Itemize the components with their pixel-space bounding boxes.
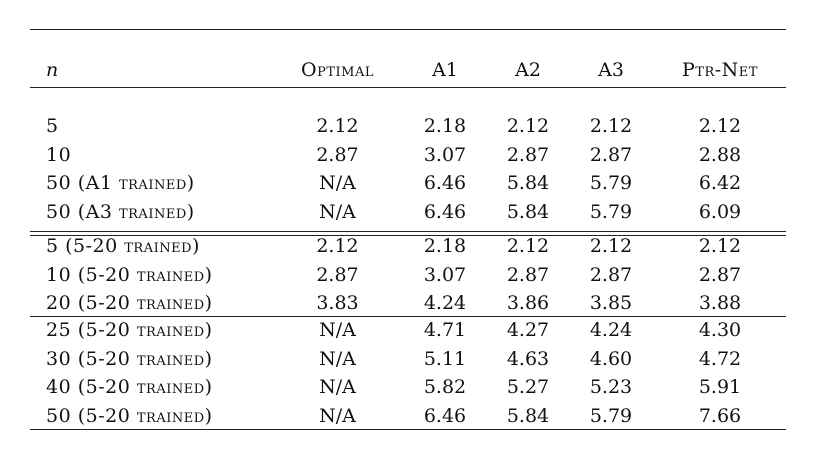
cell-optimal: 2.87 <box>316 263 359 286</box>
cell-optimal: N/A <box>319 347 356 370</box>
cell-a2: 4.27 <box>506 319 550 341</box>
header-a2: A2 <box>515 59 541 81</box>
cell-n: 5 (5-20 trained) <box>46 235 200 257</box>
cell-a1: 4.24 <box>423 292 467 314</box>
header-ptr-net: Ptr-Net <box>682 59 758 81</box>
cell-a3: 5.79 <box>589 404 633 427</box>
group-separator-double-top <box>30 231 786 232</box>
cell-n: 30 (5-20 trained) <box>46 347 213 370</box>
group-separator-rule <box>30 316 786 317</box>
cell-a1: 4.71 <box>423 319 467 341</box>
table-row: 10 (5-20 trained) 2.87 3.07 2.87 2.87 2.87 <box>0 261 814 289</box>
table-row: 5 2.12 2.18 2.12 2.12 2.12 <box>0 112 814 140</box>
cell-a1: 2.18 <box>423 235 467 257</box>
bottom-rule <box>30 429 786 430</box>
cell-a2: 2.12 <box>506 115 550 137</box>
cell-a2: 2.12 <box>506 235 550 257</box>
cell-a2: 3.86 <box>506 292 550 314</box>
cell-n: 50 (A3 trained) <box>46 200 195 223</box>
cell-n: 10 <box>46 143 72 166</box>
cell-optimal: 2.87 <box>316 143 359 166</box>
cell-a1: 6.46 <box>423 200 467 223</box>
cell-n: 5 <box>46 115 59 137</box>
cell-a3: 5.79 <box>589 172 633 194</box>
cell-n: 50 (5-20 trained) <box>46 404 213 427</box>
cell-a1: 3.07 <box>423 143 467 166</box>
cell-a1: 5.11 <box>423 347 467 370</box>
cell-n: 20 (5-20 trained) <box>46 292 213 314</box>
cell-optimal: N/A <box>319 376 356 398</box>
header-a3: A3 <box>598 59 624 81</box>
cell-ptr-net: 4.30 <box>698 319 742 341</box>
table-row: 5 (5-20 trained) 2.12 2.18 2.12 2.12 2.12 <box>0 232 814 260</box>
top-rule <box>30 29 786 30</box>
cell-a1: 5.82 <box>423 376 467 398</box>
cell-a3: 2.87 <box>589 263 633 286</box>
cell-n: 10 (5-20 trained) <box>46 263 213 286</box>
cell-optimal: 2.12 <box>316 235 359 257</box>
cell-n: 25 (5-20 trained) <box>46 319 213 341</box>
table-row: 50 (5-20 trained) N/A 6.46 5.84 5.79 7.66 <box>0 402 814 430</box>
cell-optimal: 3.83 <box>316 292 359 314</box>
cell-a2: 5.27 <box>506 376 550 398</box>
cell-n: 40 (5-20 trained) <box>46 376 213 398</box>
table-row: 30 (5-20 trained) N/A 5.11 4.63 4.60 4.72 <box>0 345 814 373</box>
cell-optimal: N/A <box>319 200 356 223</box>
table-row: 10 2.87 3.07 2.87 2.87 2.88 <box>0 141 814 169</box>
cell-ptr-net: 2.88 <box>698 143 742 166</box>
table-row: 40 (5-20 trained) N/A 5.82 5.27 5.23 5.91 <box>0 373 814 401</box>
table-row: 20 (5-20 trained) 3.83 4.24 3.86 3.85 3.88 <box>0 289 814 317</box>
cell-a3: 3.85 <box>589 292 633 314</box>
header-row: n Optimal A1 A2 A3 Ptr-Net <box>0 56 814 84</box>
cell-a2: 4.63 <box>506 347 550 370</box>
cell-a1: 2.18 <box>423 115 467 137</box>
cell-a2: 2.87 <box>506 263 550 286</box>
cell-a2: 5.84 <box>506 404 550 427</box>
cell-a3: 5.23 <box>589 376 633 398</box>
cell-ptr-net: 7.66 <box>698 404 742 427</box>
cell-a1: 6.46 <box>423 172 467 194</box>
cell-ptr-net: 2.12 <box>698 115 742 137</box>
table-row: 50 (A3 trained) N/A 6.46 5.84 5.79 6.09 <box>0 198 814 226</box>
table-row: 25 (5-20 trained) N/A 4.71 4.27 4.24 4.30 <box>0 316 814 344</box>
cell-a3: 2.87 <box>589 143 633 166</box>
header-optimal: Optimal <box>301 59 374 81</box>
cell-optimal: N/A <box>319 319 356 341</box>
cell-n: 50 (A1 trained) <box>46 172 195 194</box>
cell-ptr-net: 6.09 <box>698 200 742 223</box>
cell-a3: 2.12 <box>589 235 633 257</box>
cell-a3: 4.60 <box>589 347 633 370</box>
cell-a3: 2.12 <box>589 115 633 137</box>
table-row: 50 (A1 trained) N/A 6.46 5.84 5.79 6.42 <box>0 169 814 197</box>
group-separator-double-bottom <box>30 235 786 236</box>
cell-a1: 6.46 <box>423 404 467 427</box>
cell-a2: 5.84 <box>506 172 550 194</box>
cell-ptr-net: 4.72 <box>698 347 742 370</box>
cell-ptr-net: 5.91 <box>698 376 742 398</box>
cell-optimal: N/A <box>319 404 356 427</box>
cell-ptr-net: 3.88 <box>698 292 742 314</box>
header-n: n <box>46 59 59 81</box>
cell-ptr-net: 2.87 <box>698 263 742 286</box>
cell-optimal: N/A <box>319 172 356 194</box>
cell-optimal: 2.12 <box>316 115 359 137</box>
cell-ptr-net: 2.12 <box>698 235 742 257</box>
cell-a3: 5.79 <box>589 200 633 223</box>
cell-a3: 4.24 <box>589 319 633 341</box>
cell-a1: 3.07 <box>423 263 467 286</box>
header-rule <box>30 87 786 88</box>
header-a1: A1 <box>432 59 458 81</box>
cell-a2: 5.84 <box>506 200 550 223</box>
cell-a2: 2.87 <box>506 143 550 166</box>
cell-ptr-net: 6.42 <box>698 172 742 194</box>
